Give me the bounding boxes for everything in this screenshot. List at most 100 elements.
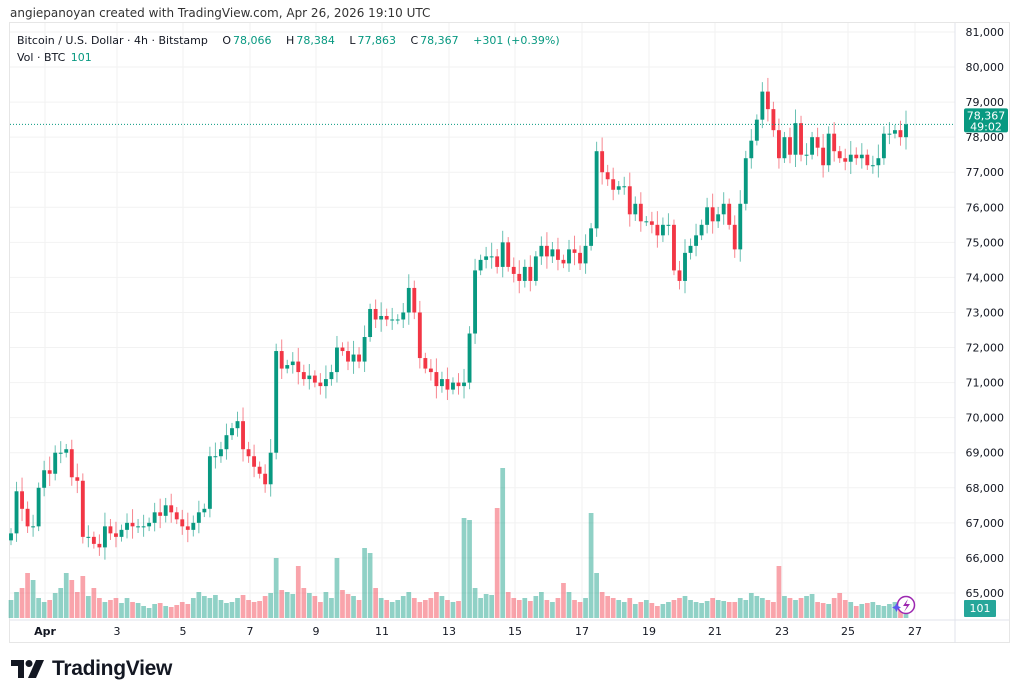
volume-bar — [119, 603, 124, 618]
price-axis-label: 74,000 — [966, 271, 1005, 284]
candle-down — [246, 449, 251, 457]
volume-bar — [876, 605, 881, 618]
volume-bar — [732, 602, 738, 618]
candle-down — [655, 224, 660, 236]
candle-up — [500, 242, 505, 267]
candle-down — [677, 270, 682, 281]
volume-bar — [30, 580, 36, 618]
candle-up — [362, 337, 367, 362]
candle-up — [484, 256, 489, 260]
candle-down — [318, 382, 323, 387]
candle-down — [732, 224, 737, 250]
candle-down — [710, 207, 715, 222]
candle-down — [412, 287, 417, 313]
volume-bar — [522, 598, 528, 618]
volume-bar — [52, 593, 58, 618]
volume-bar — [246, 600, 251, 618]
candle-up — [401, 312, 406, 320]
volume-badge-value: 101 — [970, 602, 991, 615]
candle-up — [119, 529, 124, 537]
candle-down — [837, 151, 842, 159]
volume-bar — [483, 594, 489, 618]
time-axis-label: 13 — [442, 625, 456, 638]
candle-up — [268, 452, 273, 485]
candle-up — [893, 130, 897, 134]
volume-bar — [599, 592, 605, 618]
candle-up — [793, 123, 798, 155]
candle-up — [533, 256, 538, 281]
symbol-description[interactable]: Bitcoin / U.S. Dollar · 4h · Bitstamp — [17, 34, 208, 47]
tradingview-logo[interactable]: TradingView — [11, 657, 172, 681]
candle-down — [528, 266, 533, 281]
volume-bar — [362, 548, 367, 618]
candle-up — [224, 435, 229, 450]
volume-bar — [235, 598, 240, 618]
volume-bar — [478, 598, 483, 618]
volume-label[interactable]: Vol · BTC — [17, 51, 66, 64]
open-label: O — [222, 34, 232, 47]
bar-countdown: 49:02 — [970, 120, 1002, 133]
volume-bar — [500, 468, 506, 618]
candle-up — [870, 165, 875, 167]
volume-bar — [113, 598, 119, 618]
volume-bar — [759, 598, 765, 618]
candle-down — [357, 354, 361, 362]
volume-bar — [207, 598, 213, 618]
volume-bar — [262, 596, 268, 618]
volume-bar — [754, 596, 760, 618]
legend-volume-row: Vol · BTC 101 — [17, 49, 562, 66]
chart-credit: angiepanoyan created with TradingView.co… — [10, 6, 431, 20]
candle-up — [876, 158, 881, 166]
volume-bar — [301, 588, 307, 618]
volume-bar — [439, 596, 445, 618]
volume-bar — [666, 602, 671, 618]
candle-down — [169, 505, 174, 513]
volume-bar — [765, 600, 771, 618]
volume-bar — [135, 603, 141, 618]
volume-bar — [91, 588, 97, 618]
volume-bar — [539, 592, 544, 618]
candle-down — [898, 130, 903, 138]
volume-bar — [776, 566, 782, 618]
volume-bar — [688, 600, 693, 618]
volume-bar — [655, 606, 660, 618]
volume-bar — [489, 595, 495, 618]
price-axis-label: 78,000 — [966, 131, 1005, 144]
volume-bar — [693, 602, 699, 618]
volume-value: 101 — [70, 51, 92, 64]
candle-down — [854, 154, 859, 159]
candle-up — [522, 266, 527, 281]
candle-up — [848, 154, 853, 162]
price-axis-label: 76,000 — [966, 201, 1005, 214]
candle-up — [196, 512, 201, 523]
candle-up — [53, 452, 58, 474]
legend-ohlc-row: Bitcoin / U.S. Dollar · 4h · Bitstamp O 7… — [17, 32, 562, 49]
volume-bar — [533, 596, 539, 618]
candle-down — [456, 382, 461, 387]
candle-down — [821, 147, 826, 166]
candle-down — [561, 259, 566, 264]
volume-bar — [400, 596, 406, 618]
time-axis-label: 3 — [114, 625, 121, 638]
candle-down — [611, 179, 616, 190]
low-value: 77,863 — [357, 34, 396, 47]
candle-up — [141, 526, 146, 528]
volume-bar — [367, 553, 373, 618]
candle-up — [307, 375, 312, 380]
price-axis-label: 77,000 — [966, 166, 1005, 179]
candle-up — [285, 365, 290, 369]
volume-bar — [329, 598, 334, 618]
chart-frame — [9, 22, 1010, 643]
candle-up — [881, 133, 886, 159]
volume-bar — [345, 594, 351, 618]
price-axis-label: 79,000 — [966, 96, 1005, 109]
volume-bar — [102, 602, 108, 618]
volume-bar — [202, 596, 207, 618]
candle-down — [799, 123, 803, 155]
volume-bar — [566, 592, 572, 618]
volume-bar — [417, 602, 423, 618]
volume-bar — [837, 593, 843, 618]
volume-bar — [511, 598, 517, 618]
volume-bar — [621, 602, 627, 618]
